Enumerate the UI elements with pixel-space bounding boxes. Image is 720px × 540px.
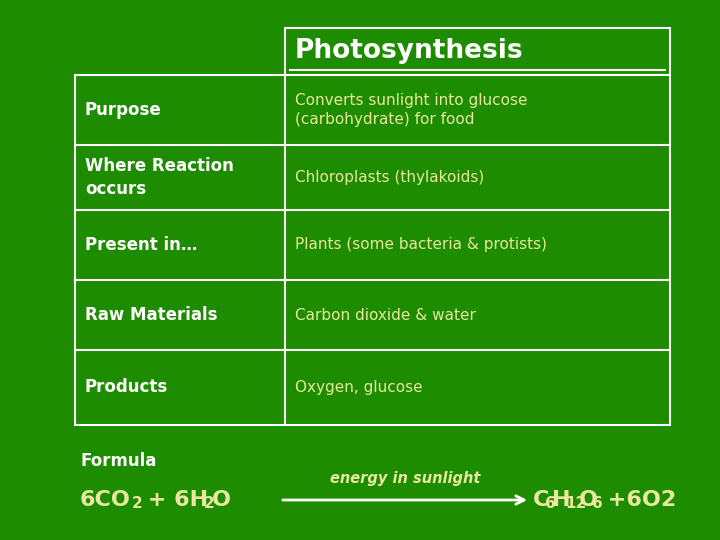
Bar: [285, 28, 670, 75]
Text: Chloroplasts (thylakoids): Chloroplasts (thylakoids): [295, 170, 485, 185]
Text: 2: 2: [204, 496, 215, 511]
Text: Oxygen, glucose: Oxygen, glucose: [295, 380, 423, 395]
Text: + 6H: + 6H: [140, 490, 208, 510]
Text: 6: 6: [545, 496, 556, 511]
Text: Products: Products: [85, 379, 168, 396]
Text: Raw Materials: Raw Materials: [85, 306, 217, 324]
Bar: [75, 75, 670, 425]
Text: Present in…: Present in…: [85, 236, 197, 254]
Text: Carbon dioxide & water: Carbon dioxide & water: [295, 307, 476, 322]
Text: Plants (some bacteria & protists): Plants (some bacteria & protists): [295, 238, 547, 253]
Text: Photosynthesis: Photosynthesis: [295, 38, 523, 64]
Text: 6CO: 6CO: [80, 490, 131, 510]
Text: 6: 6: [592, 496, 603, 511]
Text: +6O2: +6O2: [600, 490, 676, 510]
Text: 12: 12: [565, 496, 586, 511]
Text: Converts sunlight into glucose
(carbohydrate) for food: Converts sunlight into glucose (carbohyd…: [295, 92, 528, 127]
Text: O: O: [579, 490, 598, 510]
Text: O: O: [212, 490, 231, 510]
Text: Purpose: Purpose: [85, 101, 162, 119]
Text: H: H: [552, 490, 570, 510]
Text: energy in sunlight: energy in sunlight: [330, 471, 480, 486]
Text: Where Reaction
occurs: Where Reaction occurs: [85, 157, 234, 198]
Text: C: C: [533, 490, 549, 510]
Text: Formula: Formula: [80, 452, 156, 470]
Text: 2: 2: [132, 496, 143, 511]
